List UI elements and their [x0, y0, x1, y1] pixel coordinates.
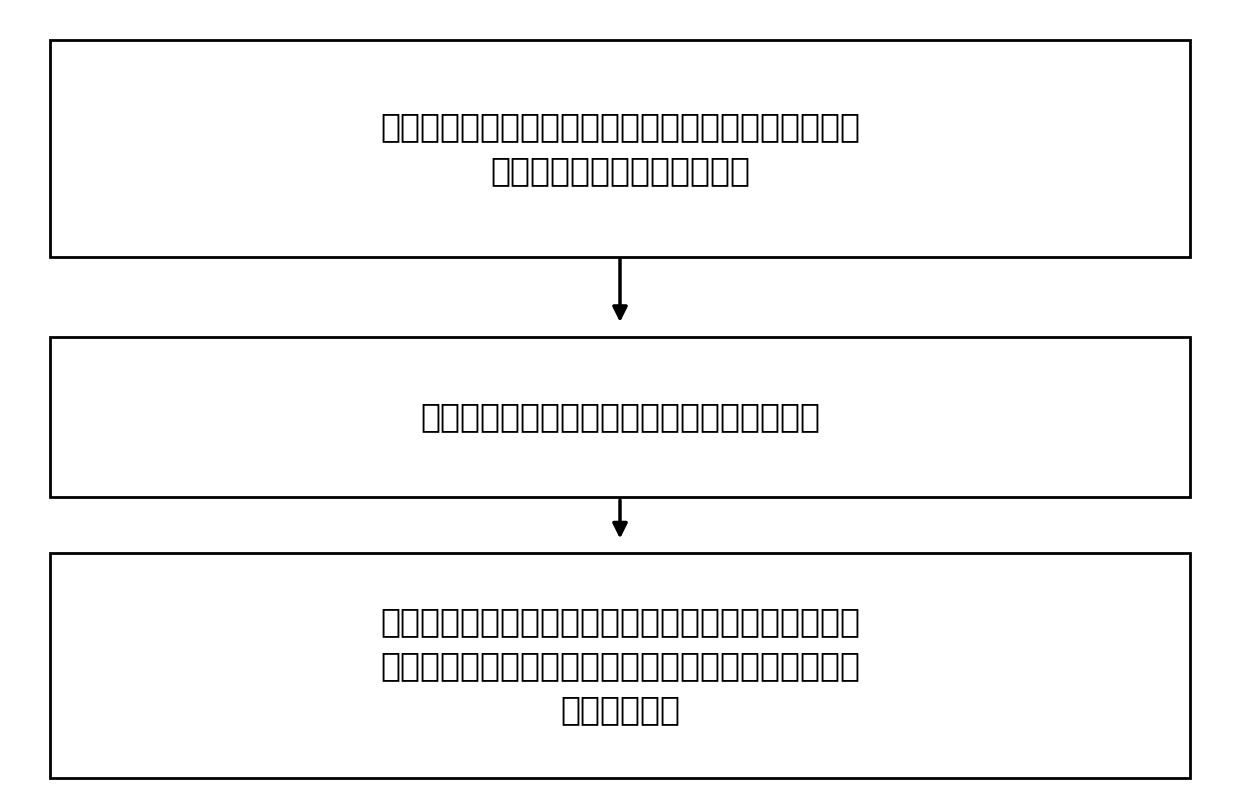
Text: 定位置相对应: 定位置相对应 [560, 693, 680, 727]
Text: 比较在光纤光源处检测出的温度序列和所述标定温度序: 比较在光纤光源处检测出的温度序列和所述标定温度序 [379, 605, 861, 638]
Text: 进行加热，生成标定温度序列: 进行加热，生成标定温度序列 [490, 154, 750, 187]
Text: 以标定温度脉冲序列对空间位置中的标定位置处的光纤: 以标定温度脉冲序列对空间位置中的标定位置处的光纤 [379, 110, 861, 143]
Text: 列，当二者变化规律相同时，则标定光纤长度与所述标: 列，当二者变化规律相同时，则标定光纤长度与所述标 [379, 649, 861, 683]
Text: 在光纤光源处检测光纤的温度，得到温度序列: 在光纤光源处检测光纤的温度，得到温度序列 [420, 400, 820, 434]
FancyBboxPatch shape [50, 40, 1190, 257]
FancyBboxPatch shape [50, 553, 1190, 778]
FancyBboxPatch shape [50, 337, 1190, 497]
